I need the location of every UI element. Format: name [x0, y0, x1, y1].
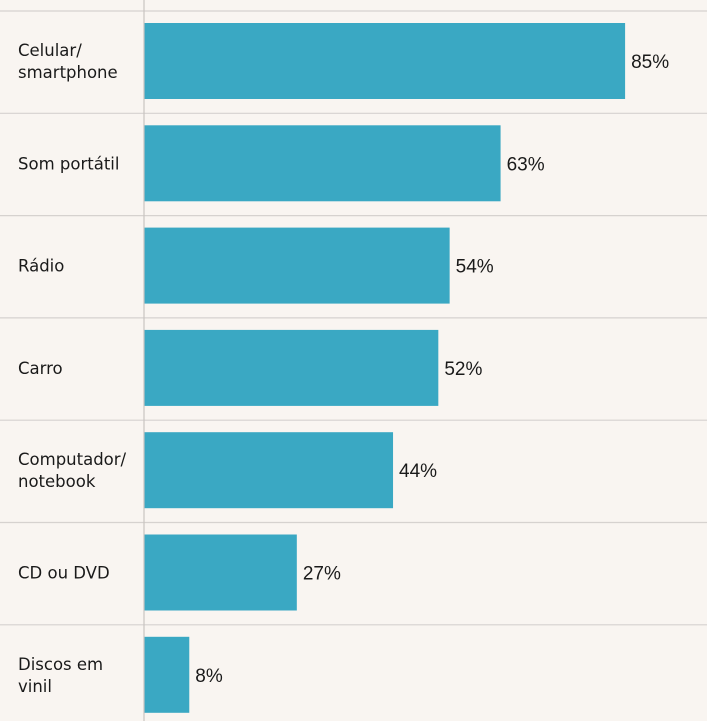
- category-label: Carro: [18, 359, 63, 378]
- category-label-line: Som portátil: [18, 154, 119, 173]
- category-label: Celular/smartphone: [18, 41, 118, 82]
- value-label: 54%: [456, 257, 494, 278]
- bar: [144, 534, 297, 611]
- category-label: Rádio: [18, 257, 64, 276]
- value-label: 44%: [399, 461, 437, 482]
- bar: [144, 329, 439, 406]
- value-label: 27%: [303, 564, 341, 585]
- category-label: Discos em vinil: [18, 655, 103, 696]
- category-label-line: notebook: [18, 472, 96, 491]
- bar: [144, 432, 394, 509]
- category-label-line: Carro: [18, 359, 63, 378]
- bar: [144, 227, 450, 304]
- category-label-line: Celular/: [18, 41, 82, 60]
- value-label: 52%: [444, 359, 482, 380]
- value-label: 8%: [195, 666, 223, 687]
- category-label-line: vinil: [18, 677, 52, 696]
- category-label: Computador/notebook: [18, 450, 127, 491]
- category-label: Som portátil: [18, 154, 119, 173]
- category-label-line: Discos em: [18, 655, 103, 674]
- category-label-line: CD ou DVD: [18, 564, 110, 583]
- bar: [144, 125, 501, 202]
- value-label: 63%: [507, 154, 545, 175]
- category-label-line: smartphone: [18, 63, 118, 82]
- category-label-line: Rádio: [18, 257, 64, 276]
- bar: [144, 636, 190, 713]
- category-label-line: Computador/: [18, 450, 127, 469]
- category-label: CD ou DVD: [18, 564, 110, 583]
- bar: [144, 23, 626, 99]
- value-label: 85%: [631, 52, 669, 73]
